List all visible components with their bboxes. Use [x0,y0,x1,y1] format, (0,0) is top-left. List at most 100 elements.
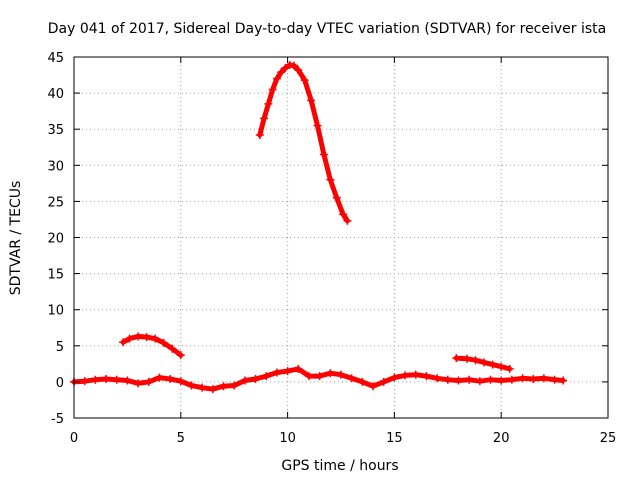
data-point [260,114,269,123]
y-tick-label: -5 [51,412,64,427]
data-point [411,370,420,379]
data-point [102,375,111,384]
data-point [283,367,292,376]
y-axis-label: SDTVAR / TECUs [8,181,24,296]
y-tick-label: 20 [47,232,64,247]
data-point [187,381,196,390]
y-tick-label: 25 [47,195,64,210]
data-point [80,377,89,386]
data-point [559,376,568,385]
x-tick-label: 5 [177,431,185,446]
x-tick-label: 20 [493,431,510,446]
data-point [251,375,260,384]
data-point [452,354,461,363]
data-point [230,381,239,390]
y-tick-label: 10 [47,304,64,319]
data-point [166,375,175,384]
data-point [390,373,399,382]
data-point [475,377,484,386]
data-point [264,99,273,108]
data-point [497,376,506,385]
series-arc-early [119,332,185,360]
data-point [255,130,264,139]
data-point [529,375,538,384]
y-tick-label: 35 [47,123,64,138]
data-point [159,338,168,347]
data-point [198,383,207,392]
series-baseline-track [70,364,568,394]
y-tick-label: 30 [47,159,64,174]
data-point [134,332,143,341]
y-tick-label: 0 [56,376,64,391]
data-point [240,376,249,385]
data-point [304,372,313,381]
data-point [155,373,164,382]
data-point [369,382,378,391]
data-point [219,382,228,391]
data-point [277,68,286,77]
data-point [208,385,217,394]
data-point [144,377,153,386]
data-point [315,372,324,381]
data-point [134,379,143,388]
data-point [112,375,121,384]
x-tick-label: 0 [70,431,78,446]
data-point [319,150,328,159]
x-axis-label: GPS time / hours [281,458,398,474]
data-point [281,63,290,72]
data-point [119,338,128,347]
data-point [486,375,495,384]
data-point [550,375,559,384]
chart-title: Day 041 of 2017, Sidereal Day-to-day VTE… [48,21,606,37]
data-point [294,364,303,373]
data-point [433,374,442,383]
data-point [518,374,527,383]
data-point [176,351,185,360]
x-tick-label: 15 [386,431,403,446]
data-point [272,368,281,377]
series-arc-late [452,354,514,373]
data-point [326,175,335,184]
data-point [401,371,410,380]
data-point [262,372,271,381]
y-tick-label: 15 [47,268,64,283]
grid-lines [74,57,608,418]
data-point [463,354,472,363]
data-point [343,216,352,225]
y-tick-label: 5 [56,340,64,355]
data-point [290,61,299,70]
data-point [307,96,316,105]
data-point [300,76,309,85]
y-tick-label: 40 [47,87,64,102]
x-tick-label: 25 [600,431,617,446]
data-point [488,360,497,369]
data-point [125,334,134,343]
data-point [507,375,516,384]
data-point [339,210,348,219]
data-series [70,60,568,394]
data-point [443,375,452,384]
data-point [151,334,160,343]
data-point [142,333,151,342]
data-point [176,377,185,386]
y-tick-label: 45 [47,51,64,66]
data-point [497,362,506,371]
data-point [123,376,132,385]
data-point [268,85,277,94]
data-point [379,377,388,386]
data-point [358,377,367,386]
axes: 0 5 10 15 20 25 -5 0 5 10 15 20 25 30 35 40 45 [47,51,616,446]
data-point [422,372,431,381]
data-point [272,74,281,83]
data-point [480,358,489,367]
data-point [294,65,303,74]
data-point [91,375,100,384]
data-point [454,376,463,385]
data-point [471,356,480,365]
series-arc-peak [255,60,352,225]
data-point [347,374,356,383]
data-point [505,364,514,373]
data-point [168,344,177,353]
data-point [326,369,335,378]
